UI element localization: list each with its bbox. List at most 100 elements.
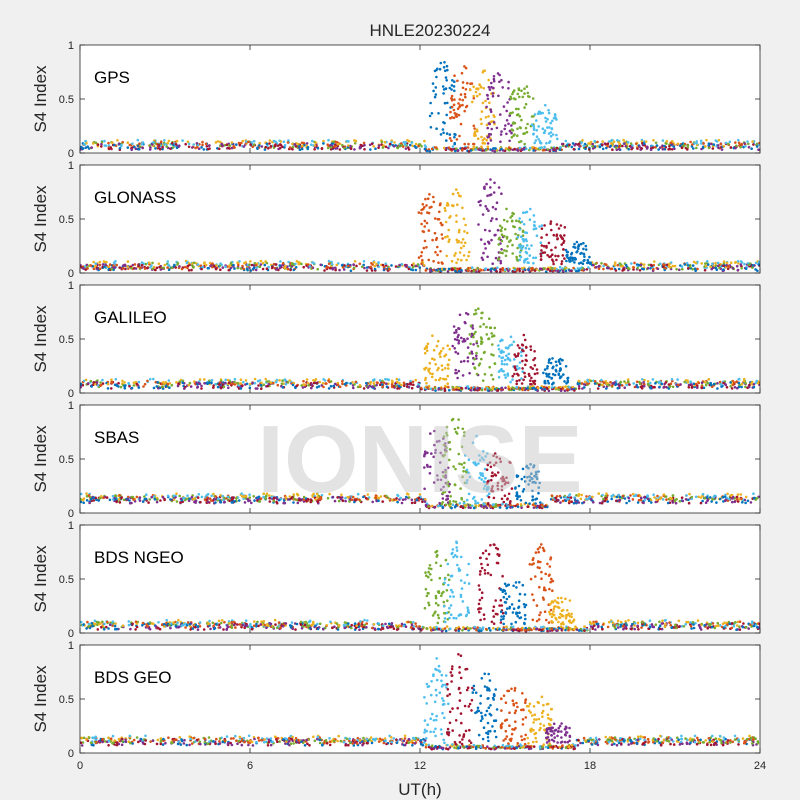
- data-point: [466, 81, 469, 85]
- data-point: [469, 149, 473, 152]
- data-point: [161, 381, 165, 384]
- data-point: [336, 142, 340, 146]
- data-point: [637, 498, 641, 502]
- data-point: [469, 389, 473, 392]
- data-point: [528, 479, 532, 482]
- data-point: [151, 143, 154, 146]
- data-point: [105, 260, 108, 264]
- data-point: [131, 146, 134, 149]
- data-point: [143, 382, 147, 386]
- data-point: [564, 139, 568, 143]
- data-point: [529, 387, 532, 391]
- data-point: [541, 127, 545, 130]
- data-point: [152, 141, 155, 144]
- data-point: [453, 89, 456, 93]
- data-point: [498, 457, 502, 461]
- data-point: [685, 494, 688, 497]
- data-point: [433, 95, 437, 99]
- data-point: [519, 499, 523, 502]
- data-point: [167, 264, 171, 268]
- data-point: [447, 228, 451, 232]
- data-point: [435, 68, 438, 72]
- data-point: [723, 495, 727, 499]
- data-point: [434, 250, 437, 254]
- data-point: [139, 266, 142, 269]
- data-point: [450, 116, 454, 119]
- data-point: [520, 354, 523, 358]
- data-point: [710, 500, 713, 503]
- data-point: [697, 495, 700, 499]
- data-point: [335, 147, 339, 150]
- data-point: [500, 147, 503, 151]
- data-point: [302, 141, 306, 145]
- data-point: [746, 140, 749, 143]
- data-point: [714, 139, 718, 142]
- data-point: [690, 383, 693, 386]
- data-point: [347, 496, 350, 499]
- data-point: [248, 499, 252, 502]
- data-point: [85, 494, 89, 498]
- data-point: [504, 386, 507, 390]
- data-point: [447, 385, 450, 389]
- data-point: [418, 266, 422, 269]
- data-point: [558, 362, 562, 366]
- data-point: [82, 501, 85, 505]
- data-point: [445, 446, 448, 450]
- data-point: [365, 266, 369, 269]
- data-point: [507, 80, 510, 84]
- data-point: [529, 345, 532, 348]
- data-point: [741, 501, 744, 504]
- data-point: [652, 385, 655, 389]
- data-point: [167, 268, 171, 272]
- data-point: [268, 494, 271, 497]
- data-point: [454, 149, 457, 153]
- data-point: [508, 114, 512, 117]
- data-point: [365, 381, 368, 385]
- data-point: [233, 380, 236, 384]
- data-point: [570, 251, 574, 255]
- data-point: [475, 351, 478, 355]
- data-point: [170, 142, 174, 145]
- data-point: [515, 475, 519, 479]
- data-point: [225, 143, 229, 146]
- data-point: [515, 382, 518, 386]
- data-point: [458, 502, 462, 505]
- data-point: [260, 145, 264, 148]
- data-point: [623, 142, 626, 145]
- data-point: [460, 241, 463, 244]
- data-point: [387, 146, 390, 150]
- data-point: [685, 261, 689, 265]
- data-point: [533, 364, 537, 367]
- data-point: [443, 384, 447, 388]
- data-point: [681, 267, 684, 271]
- data-point: [561, 270, 565, 273]
- data-point: [372, 382, 376, 385]
- data-point: [559, 375, 562, 379]
- data-point: [314, 379, 317, 382]
- data-point: [489, 133, 493, 136]
- data-point: [423, 139, 426, 143]
- data-point: [468, 503, 472, 507]
- data-point: [441, 85, 445, 88]
- data-point: [601, 493, 604, 497]
- data-point: [212, 386, 215, 389]
- data-point: [448, 440, 452, 444]
- data-point: [486, 255, 489, 259]
- data-point: [114, 260, 117, 263]
- data-point: [475, 128, 479, 131]
- data-point: [263, 263, 267, 267]
- data-point: [121, 267, 125, 270]
- data-point: [266, 384, 270, 388]
- data-point: [635, 380, 639, 384]
- data-point: [439, 355, 442, 359]
- data-point: [252, 139, 256, 143]
- data-point: [175, 381, 178, 384]
- data-point: [417, 382, 420, 386]
- data-point: [550, 146, 553, 149]
- data-point: [368, 143, 372, 147]
- data-point: [443, 389, 447, 393]
- data-point: [463, 241, 467, 245]
- data-point: [504, 376, 508, 379]
- data-point: [482, 450, 485, 453]
- data-point: [479, 117, 483, 121]
